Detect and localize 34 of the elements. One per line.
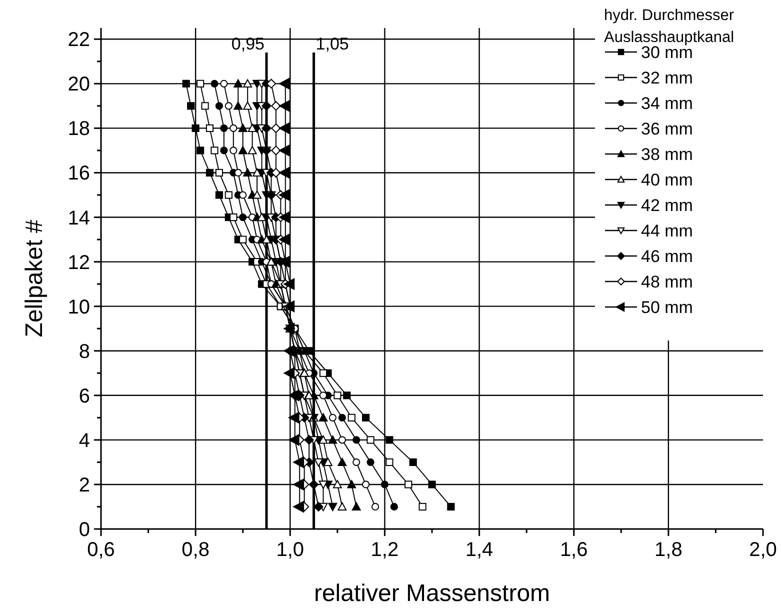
x-tick-label: 1,8 (654, 539, 682, 561)
legend-label: 38 mm (641, 145, 693, 164)
x-tick-label: 0,8 (182, 539, 210, 561)
legend-label: 46 mm (641, 247, 693, 266)
x-axis-title: relativer Massenstrom (314, 580, 550, 607)
y-tick-label: 14 (68, 207, 90, 230)
legend-label: 36 mm (641, 120, 693, 138)
y-tick-label: 20 (68, 74, 90, 96)
legend-label: 48 mm (641, 272, 693, 292)
legend-title: hydr. Durchmesser Auslasshauptkanal (604, 7, 734, 46)
legend-label: 30 mm (641, 43, 693, 62)
legend-label: 50 mm (641, 298, 693, 317)
x-tick-label: 0,6 (87, 539, 115, 561)
legend-label: 42 mm (641, 196, 693, 215)
y-tick-label: 10 (68, 296, 90, 318)
legend-label: 44 mm (641, 222, 693, 240)
y-tick-label: 8 (78, 340, 90, 363)
y-tick-label: 0 (78, 519, 90, 541)
y-tick-label: 22 (68, 29, 90, 52)
y-axis-title: Zellpaket # (21, 219, 48, 338)
legend-label: 34 mm (641, 94, 693, 113)
y-tick-label: 16 (68, 162, 90, 185)
y-tick-label: 18 (68, 118, 90, 140)
x-tick-label: 1,6 (560, 539, 588, 561)
y-tick-label: 2 (78, 474, 90, 496)
y-tick-label: 12 (68, 252, 90, 274)
y-tick-label: 6 (78, 385, 90, 408)
legend-label: 32 mm (641, 68, 693, 88)
x-tick-label: 1,0 (276, 539, 304, 561)
y-tick-label: 4 (78, 430, 90, 452)
legend-label: 40 mm (641, 170, 693, 190)
x-tick-label: 1,2 (370, 539, 399, 561)
x-tick-label: 2,0 (749, 539, 777, 561)
x-tick-label: 1,4 (465, 539, 494, 561)
